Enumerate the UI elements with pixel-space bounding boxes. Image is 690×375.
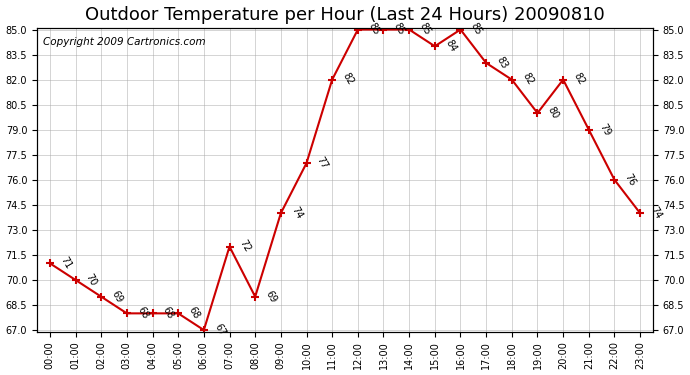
Text: 76: 76 [623,172,638,188]
Text: 85: 85 [417,21,433,37]
Text: 70: 70 [84,272,99,288]
Title: Outdoor Temperature per Hour (Last 24 Hours) 20090810: Outdoor Temperature per Hour (Last 24 Ho… [85,6,605,24]
Text: 71: 71 [58,255,73,271]
Text: 68: 68 [135,305,150,321]
Text: 74: 74 [649,205,663,221]
Text: 85: 85 [469,21,484,37]
Text: 68: 68 [161,305,176,321]
Text: Copyright 2009 Cartronics.com: Copyright 2009 Cartronics.com [43,37,206,47]
Text: 79: 79 [597,122,612,137]
Text: 85: 85 [392,21,406,37]
Text: 69: 69 [264,289,278,304]
Text: 82: 82 [520,72,535,87]
Text: 83: 83 [495,55,509,70]
Text: 84: 84 [443,38,458,54]
Text: 82: 82 [340,72,355,87]
Text: 74: 74 [289,205,304,221]
Text: 67: 67 [213,322,227,338]
Text: 77: 77 [315,155,330,171]
Text: 85: 85 [366,21,381,37]
Text: 69: 69 [110,289,124,304]
Text: 82: 82 [571,72,586,87]
Text: 80: 80 [546,105,560,121]
Text: 68: 68 [186,305,201,321]
Text: 72: 72 [238,238,253,254]
